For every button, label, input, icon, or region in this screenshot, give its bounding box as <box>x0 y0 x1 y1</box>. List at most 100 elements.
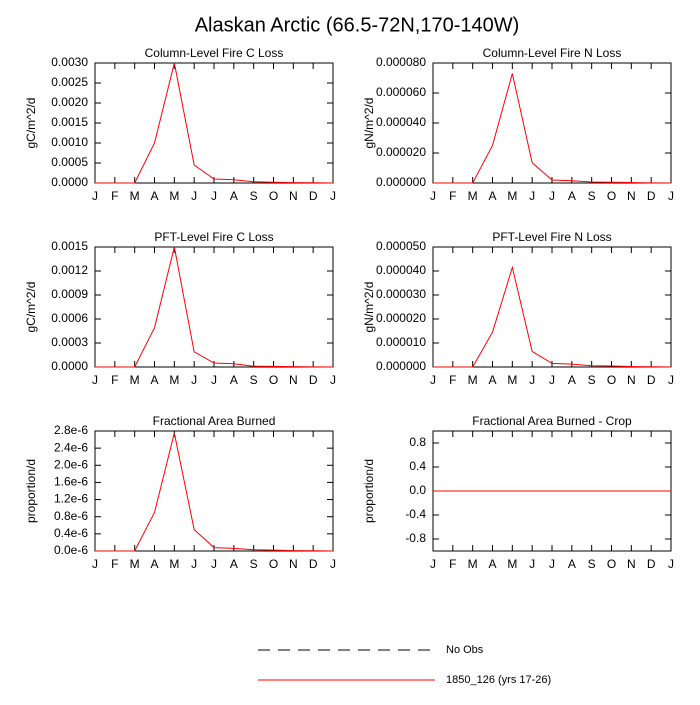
x-tick-label: A <box>230 557 238 571</box>
data-line <box>95 62 334 184</box>
x-tick-label: J <box>330 189 336 203</box>
x-tick-label: D <box>647 373 656 387</box>
data-line <box>433 265 672 368</box>
panel-title: PFT-Level Fire C Loss <box>154 230 273 244</box>
y-tick-label: 0.8 <box>409 435 426 449</box>
y-tick-label: 0.0015 <box>51 115 88 129</box>
x-tick-label: A <box>230 189 238 203</box>
y-tick-label: 0.000020 <box>376 145 426 159</box>
x-tick-label: N <box>627 373 636 387</box>
plot-frame <box>94 430 334 552</box>
x-tick-label: M <box>507 189 517 203</box>
y-tick-label: -0.8 <box>405 531 426 545</box>
y-tick-label: 0.000030 <box>376 287 426 301</box>
legend-label: 1850_126 (yrs 17-26) <box>446 674 551 686</box>
x-tick-label: M <box>468 557 478 571</box>
x-tick-label: F <box>449 189 456 203</box>
x-tick-label: J <box>92 557 98 571</box>
x-tick-label: N <box>289 557 298 571</box>
x-tick-label: N <box>627 189 636 203</box>
x-tick-label: O <box>269 373 278 387</box>
x-tick-label: N <box>627 557 636 571</box>
y-tick-label: 0.8e-6 <box>54 509 88 523</box>
x-tick-label: A <box>488 557 496 571</box>
y-axis-label: gC/m^2/d <box>24 282 38 333</box>
y-tick-label: 0.0010 <box>51 135 88 149</box>
y-tick-label: 0.0000 <box>51 359 88 373</box>
x-tick-label: J <box>330 557 336 571</box>
x-tick-label: J <box>549 189 555 203</box>
y-tick-label: 0.000000 <box>376 359 426 373</box>
x-tick-label: D <box>309 557 318 571</box>
x-tick-label: M <box>169 189 179 203</box>
y-tick-label: -0.4 <box>405 507 426 521</box>
y-tick-label: 0.000000 <box>376 175 426 189</box>
x-tick-label: A <box>230 373 238 387</box>
x-tick-label: J <box>430 557 436 571</box>
y-tick-label: 0.0000 <box>51 175 88 189</box>
y-tick-label: 0.0003 <box>51 335 88 349</box>
x-tick-label: M <box>169 557 179 571</box>
x-tick-label: M <box>130 557 140 571</box>
x-tick-label: M <box>468 373 478 387</box>
x-tick-label: F <box>449 373 456 387</box>
panel-title: PFT-Level Fire N Loss <box>492 230 611 244</box>
y-axis-label: gN/m^2/d <box>362 282 376 333</box>
x-tick-label: J <box>211 373 217 387</box>
x-tick-label: J <box>92 189 98 203</box>
x-tick-label: O <box>269 189 278 203</box>
x-tick-label: F <box>449 557 456 571</box>
y-tick-label: 0.0030 <box>51 55 88 69</box>
y-tick-label: 0.4e-6 <box>54 526 88 540</box>
legend-label: No Obs <box>446 644 484 656</box>
data-line <box>433 73 672 184</box>
x-tick-label: J <box>430 373 436 387</box>
x-tick-label: M <box>507 373 517 387</box>
data-line <box>95 433 334 552</box>
x-tick-label: J <box>529 557 535 571</box>
y-tick-label: 0.000040 <box>376 263 426 277</box>
x-tick-label: S <box>588 189 596 203</box>
figure-title: Alaskan Arctic (66.5-72N,170-140W) <box>195 14 520 36</box>
x-tick-label: M <box>130 189 140 203</box>
y-tick-label: 0.0e-6 <box>54 543 88 557</box>
y-tick-label: 2.0e-6 <box>54 457 88 471</box>
y-tick-label: 1.6e-6 <box>54 475 88 489</box>
plot-frame <box>432 246 672 368</box>
x-tick-label: A <box>150 189 158 203</box>
x-tick-label: O <box>607 189 616 203</box>
x-tick-label: D <box>647 557 656 571</box>
x-tick-label: A <box>568 189 576 203</box>
x-tick-label: A <box>488 189 496 203</box>
x-tick-label: S <box>250 557 258 571</box>
x-tick-label: S <box>250 189 258 203</box>
x-tick-label: F <box>111 189 118 203</box>
x-tick-label: J <box>211 189 217 203</box>
y-tick-label: 0.0012 <box>51 263 88 277</box>
y-axis-label: gC/m^2/d <box>24 98 38 149</box>
y-tick-label: 0.0015 <box>51 239 88 253</box>
x-tick-label: N <box>289 189 298 203</box>
x-tick-label: F <box>111 557 118 571</box>
x-tick-label: M <box>169 373 179 387</box>
x-tick-label: F <box>111 373 118 387</box>
x-tick-label: A <box>568 373 576 387</box>
panel-title: Fractional Area Burned <box>153 414 276 428</box>
x-tick-label: J <box>92 373 98 387</box>
y-tick-label: 0.0 <box>409 483 426 497</box>
x-tick-label: A <box>568 557 576 571</box>
x-tick-label: A <box>150 557 158 571</box>
y-tick-label: 2.4e-6 <box>54 440 88 454</box>
x-tick-label: O <box>607 373 616 387</box>
x-tick-label: D <box>647 189 656 203</box>
x-tick-label: A <box>150 373 158 387</box>
x-tick-label: J <box>668 373 674 387</box>
x-tick-label: S <box>588 557 596 571</box>
x-tick-label: J <box>191 373 197 387</box>
y-tick-label: 0.4 <box>409 459 426 473</box>
plot-frame <box>94 62 334 184</box>
x-tick-label: N <box>289 373 298 387</box>
y-tick-label: 0.0025 <box>51 75 88 89</box>
y-tick-label: 0.000050 <box>376 239 426 253</box>
